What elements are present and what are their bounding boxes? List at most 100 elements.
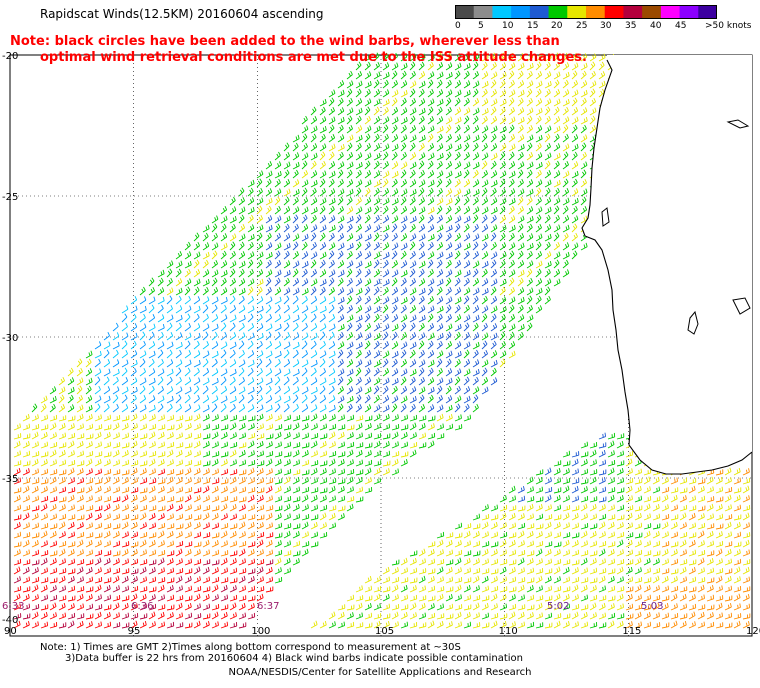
wind-barb (580, 178, 587, 188)
wind-barb (400, 296, 408, 305)
wind-barb (112, 376, 119, 386)
wind-barb (139, 559, 148, 566)
wind-barb (643, 550, 652, 557)
wind-barb (616, 514, 625, 521)
wind-barb (562, 485, 570, 494)
wind-barb (58, 602, 66, 611)
wind-barb (301, 349, 308, 359)
wind-barb (247, 233, 255, 242)
wind-barb (292, 376, 299, 386)
wind-barb (103, 441, 112, 449)
wind-barb (517, 584, 525, 593)
wind-barb (580, 584, 588, 593)
wind-barb (319, 358, 326, 368)
wind-barb (274, 431, 282, 440)
wind-barb (571, 621, 579, 629)
wind-barb (94, 441, 102, 449)
wind-barb (112, 359, 120, 368)
wind-barb (382, 621, 390, 629)
wind-barb (508, 296, 516, 305)
wind-barb (418, 305, 426, 314)
wind-barb (319, 423, 328, 431)
wind-barb (292, 134, 300, 143)
wind-barb (175, 349, 182, 359)
wind-barb (409, 53, 417, 62)
wind-barb (589, 70, 596, 80)
wind-barb (724, 595, 733, 602)
wind-barb (427, 585, 436, 593)
wind-barb (625, 613, 634, 620)
wind-barb (85, 404, 93, 413)
legend-tick-label: 0 (455, 21, 461, 31)
wind-barb (301, 268, 308, 278)
wind-barb (625, 566, 633, 575)
wind-barb (481, 169, 488, 179)
wind-barb (373, 269, 381, 278)
wind-barb (166, 449, 174, 458)
wind-barb (148, 414, 156, 422)
wind-barb (445, 576, 454, 584)
wind-barb (436, 433, 445, 440)
wind-barb (436, 98, 444, 107)
wind-barb (292, 432, 300, 440)
wind-barb (535, 88, 542, 98)
wind-barb (436, 259, 443, 269)
wind-barb (310, 440, 318, 449)
wind-barb (256, 593, 264, 602)
wind-barb (31, 540, 39, 548)
wind-barb (724, 504, 732, 512)
wind-barb (193, 313, 200, 323)
wind-barb (571, 451, 580, 458)
wind-barb (517, 124, 524, 134)
wind-barb (697, 584, 705, 593)
wind-barb (175, 305, 183, 314)
wind-barb (337, 233, 345, 242)
wind-barb (157, 451, 166, 458)
wind-barb (247, 377, 255, 386)
wind-barb (616, 593, 624, 602)
wind-barb (211, 441, 219, 449)
wind-barb (562, 586, 571, 593)
wind-barb (661, 504, 669, 512)
wind-barb (85, 458, 93, 467)
wind-barb (67, 504, 75, 512)
wind-barb (688, 512, 696, 521)
lon-label: 90 (4, 626, 17, 637)
wind-barb (508, 151, 515, 161)
wind-barb (157, 530, 165, 539)
wind-barb (265, 576, 274, 584)
wind-barb (103, 577, 112, 584)
wind-barb (382, 269, 390, 278)
wind-barb (319, 487, 328, 494)
wind-barb (382, 358, 389, 368)
wind-barb (382, 313, 389, 323)
wind-barb (283, 169, 290, 179)
wind-barb (202, 368, 210, 377)
wind-barb (589, 61, 596, 71)
wind-barb (364, 423, 372, 431)
wind-barb (472, 558, 480, 566)
wind-barb (625, 458, 633, 467)
wind-barb (346, 386, 354, 395)
wind-barb (157, 403, 164, 413)
wind-barb (103, 540, 111, 548)
wind-barb (580, 513, 588, 521)
wind-barb (58, 442, 67, 449)
wind-barb (481, 622, 490, 629)
wind-barb (715, 513, 724, 521)
wind-barb (526, 115, 533, 125)
wind-barb (526, 486, 534, 494)
wind-barb (526, 250, 533, 260)
wind-barb (373, 286, 380, 296)
wind-barb (229, 577, 238, 584)
wind-barb (742, 505, 751, 512)
wind-barb (544, 125, 552, 134)
wind-barb (535, 523, 544, 530)
wind-barb (247, 440, 255, 449)
wind-barb (679, 477, 688, 485)
wind-barb (463, 196, 470, 206)
wind-barb (184, 241, 191, 251)
wind-barb (265, 450, 274, 458)
wind-barb (544, 521, 552, 530)
wind-barb (292, 496, 301, 503)
